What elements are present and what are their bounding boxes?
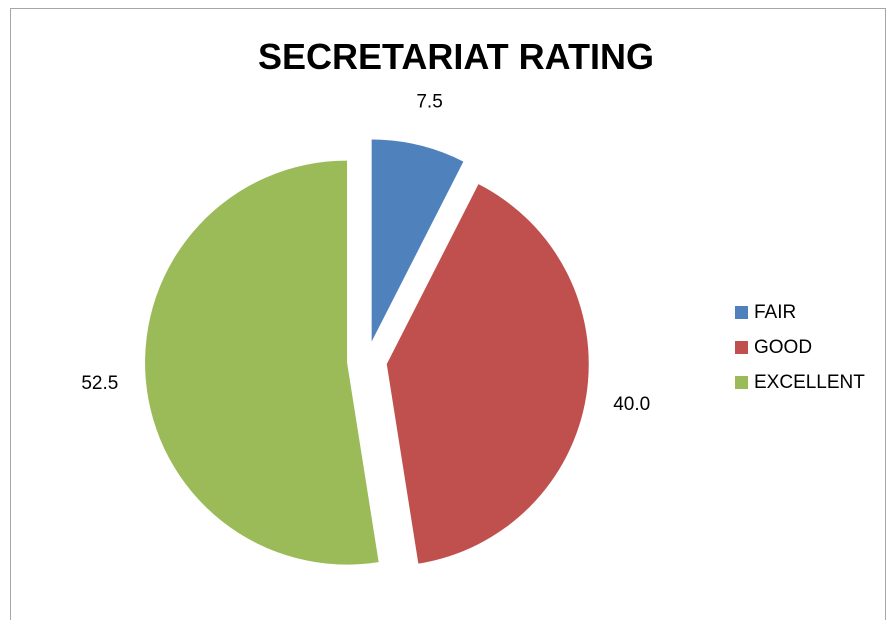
legend: FAIR GOOD EXCELLENT (735, 295, 865, 400)
data-label-good: 40.0 (613, 394, 650, 415)
legend-swatch-excellent (735, 376, 748, 389)
legend-label-excellent: EXCELLENT (754, 372, 865, 394)
legend-item-good: GOOD (735, 330, 865, 365)
slice-excellent (145, 161, 379, 565)
data-label-excellent: 52.5 (81, 373, 118, 394)
legend-item-excellent: EXCELLENT (735, 365, 865, 400)
data-label-fair: 7.5 (416, 91, 442, 112)
legend-swatch-good (735, 341, 748, 354)
legend-label-good: GOOD (754, 337, 812, 359)
legend-swatch-fair (735, 306, 748, 319)
legend-label-fair: FAIR (754, 302, 796, 324)
legend-item-fair: FAIR (735, 295, 865, 330)
